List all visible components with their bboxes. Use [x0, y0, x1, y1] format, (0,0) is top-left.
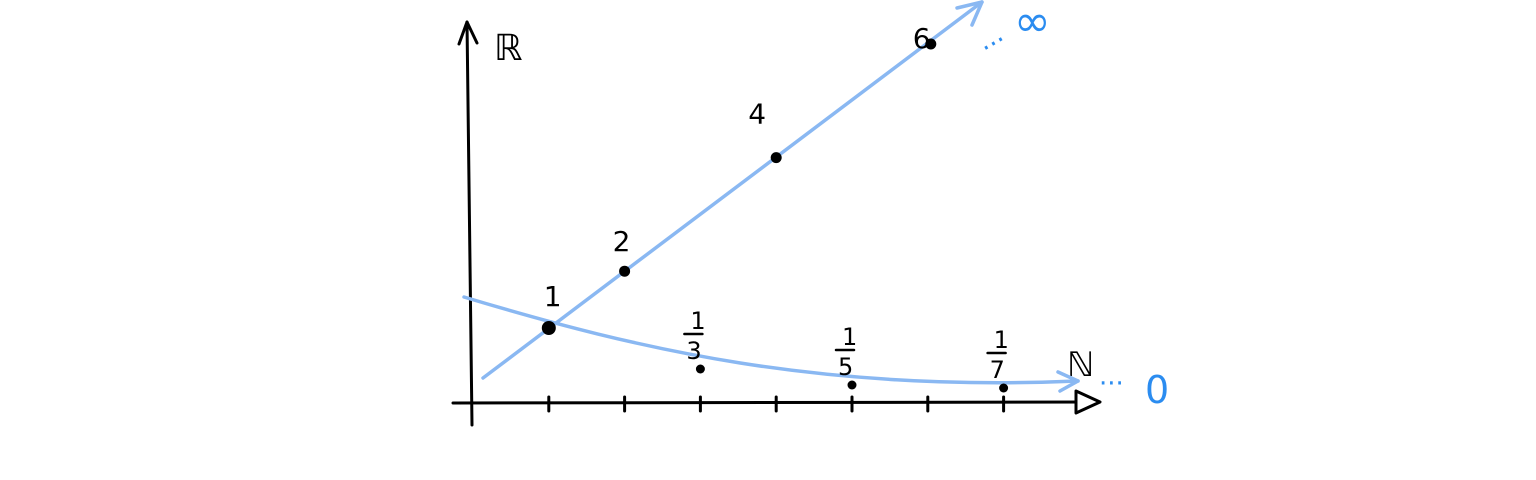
increasing-point-label-2: 2 — [613, 225, 631, 258]
increasing-point-2 — [619, 265, 631, 277]
y-axis-label: ℝ — [494, 28, 523, 69]
increasing-point-label-4: 4 — [748, 98, 766, 131]
x-axis-ticks — [547, 395, 1006, 413]
fraction-numerator-5: 1 — [842, 323, 857, 351]
increasing-point-4 — [770, 152, 782, 164]
increasing-point-6 — [925, 38, 937, 50]
increasing-point-1 — [541, 321, 556, 335]
infinity-label: ∞ — [1014, 0, 1051, 47]
zero-dots: ··· — [1099, 369, 1124, 399]
increasing-arrowhead — [955, 0, 984, 27]
infinity-dots: ··· — [976, 25, 1012, 63]
increasing-sequence-points: 1 2 4 6 — [541, 22, 937, 335]
decreasing-sequence-curve — [462, 295, 1080, 393]
x-axis-arrowhead — [1074, 389, 1102, 415]
zero-label: 0 — [1145, 368, 1169, 412]
decreasing-arrowhead — [1056, 370, 1080, 393]
decreasing-point-3 — [695, 364, 705, 374]
fraction-numerator-3: 1 — [690, 307, 705, 335]
y-axis — [465, 20, 474, 427]
y-axis-arrowhead — [457, 20, 479, 46]
fraction-numerator-7: 1 — [994, 326, 1009, 354]
fraction-denominator-5: 5 — [838, 353, 853, 381]
decreasing-point-5 — [847, 380, 857, 390]
fraction-denominator-3: 3 — [686, 337, 701, 365]
increasing-point-label-1: 1 — [544, 280, 562, 313]
fraction-denominator-7: 7 — [990, 356, 1005, 384]
increasing-point-label-6: 6 — [913, 22, 931, 55]
increasing-sequence-curve — [481, 0, 984, 380]
decreasing-point-7 — [999, 383, 1009, 393]
